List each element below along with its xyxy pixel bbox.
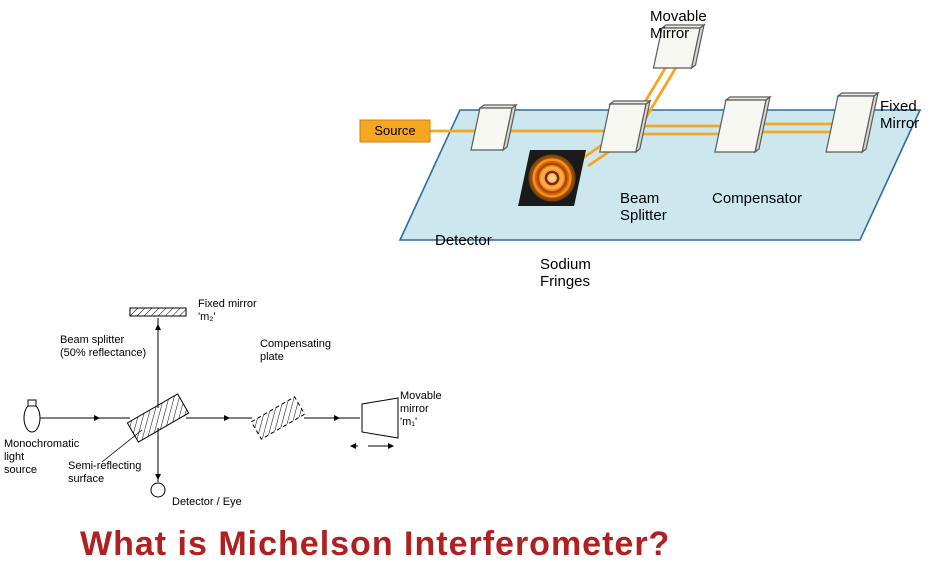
diagram-label: Detector — [435, 232, 492, 249]
schematic-label: Movable mirror 'm₁' — [400, 390, 442, 430]
schematic-label: Beam splitter (50% reflectance) — [60, 334, 146, 360]
diagram-label: Movable Mirror — [650, 8, 707, 42]
interferometer-3d-diagram: Source — [340, 0, 929, 300]
source-badge: Source — [360, 120, 430, 142]
detector-screen — [518, 150, 586, 206]
schematic-label: Compensating plate — [260, 338, 331, 364]
movable-mirror-m1 — [362, 398, 398, 438]
svg-text:Source: Source — [374, 123, 415, 138]
schematic-label: Fixed mirror 'm₂' — [198, 298, 257, 324]
diagram-label: Fixed Mirror — [880, 98, 919, 132]
schematic-label: Detector / Eye — [172, 496, 242, 509]
light-source — [24, 404, 40, 432]
page-title: What is Michelson Interferometer? — [80, 525, 670, 564]
diagram-label: Beam Splitter — [620, 190, 667, 224]
detector-eye — [151, 483, 165, 497]
compensating-plate — [251, 397, 304, 439]
schematic-label: Semi-reflecting surface — [68, 460, 141, 486]
fixed-mirror-m2 — [130, 308, 186, 316]
diagram-label: Sodium Fringes — [540, 256, 591, 290]
diagram-label: Compensator — [712, 190, 802, 207]
